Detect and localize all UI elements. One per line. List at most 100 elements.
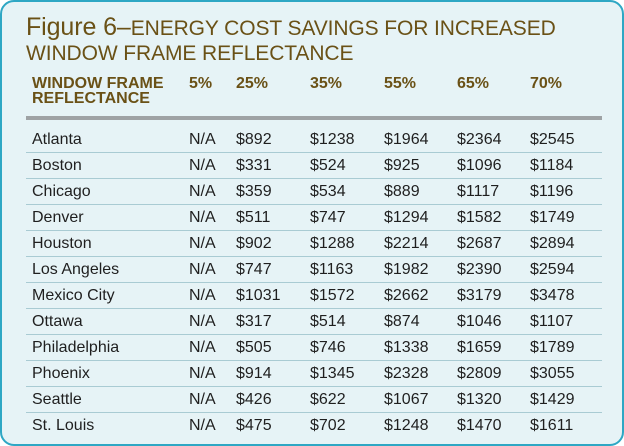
table-body: Atlanta N/A $892 $1238 $1964 $2364 $2545… (26, 118, 602, 438)
table-row: Los Angeles N/A $747 $1163 $1982 $2390 $… (26, 257, 602, 283)
table-row: Houston N/A $902 $1288 $2214 $2687 $2894 (26, 231, 602, 257)
header-column: 5% (189, 75, 213, 92)
value-cell: $2594 (530, 261, 575, 278)
value-cell: $1338 (384, 339, 429, 356)
header-row: WINDOW FRAME REFLECTANCE 5% 25% 35% 55% 6… (26, 76, 602, 118)
value-cell: $1184 (530, 157, 574, 174)
value-cell: $426 (236, 391, 272, 408)
header-label: WINDOW FRAME REFLECTANCE (26, 76, 189, 118)
value-cell: $2328 (384, 365, 429, 382)
city-cell: Mexico City (32, 287, 115, 304)
value-cell: $2662 (384, 287, 429, 304)
city-cell: Atlanta (32, 131, 82, 148)
value-cell: $1163 (310, 261, 354, 278)
value-cell: $359 (236, 183, 272, 200)
value-cell: $1659 (457, 339, 502, 356)
table-row: Mexico City N/A $1031 $1572 $2662 $3179 … (26, 283, 602, 309)
table-row: Denver N/A $511 $747 $1294 $1582 $1749 (26, 205, 602, 231)
city-cell: Boston (32, 157, 82, 174)
city-cell: Phoenix (32, 365, 90, 382)
value-cell: $1470 (457, 417, 502, 434)
city-cell: Chicago (32, 183, 91, 200)
value-cell: N/A (189, 235, 216, 252)
value-cell: N/A (189, 131, 216, 148)
city-cell: Los Angeles (32, 261, 120, 278)
value-cell: $475 (236, 417, 272, 434)
figure-title: Figure 6–ENERGY COST SAVINGS FOR INCREAS… (26, 15, 556, 40)
header-column: 55% (384, 75, 417, 92)
value-cell: $1248 (384, 417, 429, 434)
value-cell: $892 (236, 131, 272, 148)
city-cell: Philadelphia (32, 339, 120, 356)
value-cell: N/A (189, 287, 216, 304)
value-cell: $1117 (457, 183, 500, 200)
header-column: 70% (530, 75, 563, 92)
value-cell: $902 (236, 235, 272, 252)
value-cell: $1294 (384, 209, 429, 226)
value-cell: N/A (189, 157, 216, 174)
value-cell: $1067 (384, 391, 429, 408)
value-cell: $1749 (530, 209, 575, 226)
table-row: Philadelphia N/A $505 $746 $1338 $1659 $… (26, 335, 602, 361)
table-row: St. Louis N/A $475 $702 $1248 $1470 $161… (26, 413, 602, 439)
table-row: Chicago N/A $359 $534 $889 $1117 $1196 (26, 179, 602, 205)
value-cell: $746 (310, 339, 346, 356)
figure-title-line1: ENERGY COST SAVINGS FOR INCREASED (130, 17, 556, 40)
header-label-line2: REFLECTANCE (32, 90, 150, 107)
header-column: 25% (236, 75, 269, 92)
figure-number: Figure 6– (26, 13, 131, 41)
value-cell: $514 (310, 313, 346, 330)
value-cell: $1572 (310, 287, 355, 304)
value-cell: N/A (189, 183, 216, 200)
value-cell: $1429 (530, 391, 575, 408)
value-cell: N/A (189, 391, 216, 408)
value-cell: $2214 (384, 235, 429, 252)
table-row: Phoenix N/A $914 $1345 $2328 $2809 $3055 (26, 361, 602, 387)
value-cell: $874 (384, 313, 420, 330)
value-cell: $3478 (530, 287, 575, 304)
value-cell: $1789 (530, 339, 575, 356)
value-cell: $1096 (457, 157, 502, 174)
value-cell: $702 (310, 417, 346, 434)
table-header: WINDOW FRAME REFLECTANCE 5% 25% 35% 55% 6… (26, 76, 602, 118)
value-cell: $331 (236, 157, 272, 174)
value-cell: $3055 (530, 365, 575, 382)
header-label-line1: WINDOW FRAME (32, 75, 164, 92)
value-cell: N/A (189, 261, 216, 278)
value-cell: $505 (236, 339, 272, 356)
value-cell: N/A (189, 365, 216, 382)
value-cell: N/A (189, 417, 216, 434)
value-cell: $1046 (457, 313, 502, 330)
city-cell: Houston (32, 235, 92, 252)
figure-title-line2: WINDOW FRAME REFLECTANCE (26, 42, 354, 65)
value-cell: N/A (189, 209, 216, 226)
value-cell: $3179 (457, 287, 502, 304)
value-cell: $1196 (530, 183, 574, 200)
value-cell: $2894 (530, 235, 575, 252)
value-cell: $925 (384, 157, 420, 174)
value-cell: $2687 (457, 235, 502, 252)
value-cell: $889 (384, 183, 420, 200)
value-cell: $2545 (530, 131, 575, 148)
table-row: Atlanta N/A $892 $1238 $1964 $2364 $2545 (26, 127, 602, 153)
value-cell: $1582 (457, 209, 502, 226)
value-cell: $2364 (457, 131, 502, 148)
header-column: 35% (310, 75, 343, 92)
spacer-cell (26, 118, 602, 127)
value-cell: $1964 (384, 131, 429, 148)
value-cell: $1107 (530, 313, 574, 330)
city-cell: Ottawa (32, 313, 83, 330)
savings-table: WINDOW FRAME REFLECTANCE 5% 25% 35% 55% 6… (26, 76, 602, 438)
city-cell: St. Louis (32, 417, 95, 434)
header-column: 65% (457, 75, 490, 92)
value-cell: $2809 (457, 365, 502, 382)
city-cell: Denver (32, 209, 84, 226)
city-cell: Seattle (32, 391, 82, 408)
value-cell: $622 (310, 391, 346, 408)
value-cell: N/A (189, 339, 216, 356)
value-cell: $1345 (310, 365, 355, 382)
value-cell: N/A (189, 313, 216, 330)
table-row: Boston N/A $331 $524 $925 $1096 $1184 (26, 153, 602, 179)
spacer-row (26, 118, 602, 127)
